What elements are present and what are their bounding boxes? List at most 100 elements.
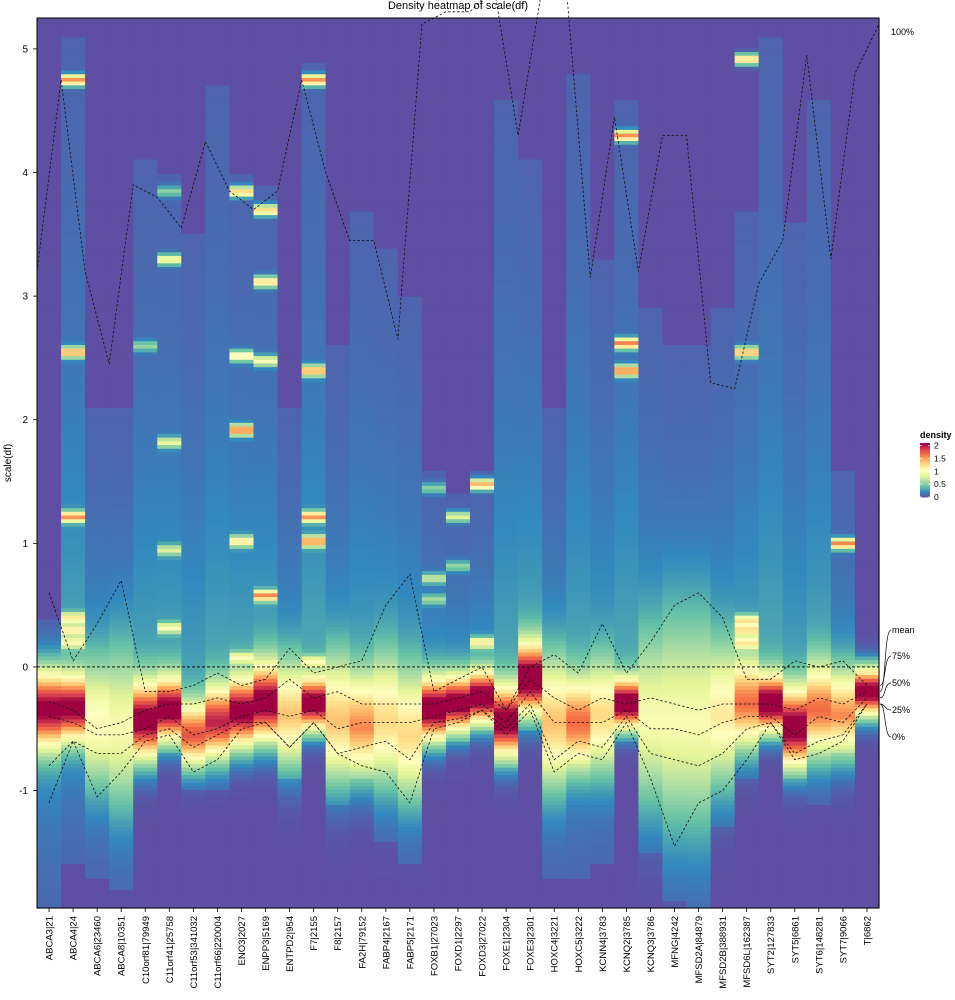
density-cell [349,114,375,119]
density-cell [61,770,86,776]
density-cell [397,596,423,601]
density-cell [85,485,110,490]
density-cell [157,811,182,816]
density-cell [229,333,255,338]
density-cell [325,589,351,594]
density-cell [494,607,519,612]
density-cell [445,81,471,86]
density-cell [133,325,158,331]
density-cell [253,600,279,605]
density-cell [301,299,327,305]
density-cell [494,188,519,193]
density-cell [421,859,447,865]
density-cell [157,221,182,227]
density-cell [85,203,110,208]
density-cell [157,225,182,230]
density-cell [397,333,423,338]
density-cell [397,885,423,891]
density-cell [349,229,375,234]
density-cell [229,481,255,486]
density-cell [397,904,423,909]
density-cell [157,348,182,353]
density-cell [109,730,134,735]
density-cell [445,162,471,167]
density-cell [205,155,231,160]
density-cell [229,88,255,93]
density-cell [325,526,351,531]
density-cell [109,392,134,397]
density-cell [85,107,110,112]
density-cell [421,570,447,575]
density-cell [301,158,327,164]
density-cell [470,574,495,579]
density-cell [205,121,231,127]
density-cell [470,129,495,134]
density-cell [157,240,182,245]
density-cell [61,518,86,523]
density-cell [470,715,495,720]
density-cell [37,789,62,794]
density-cell [445,110,471,116]
density-cell [349,566,375,572]
density-cell [133,92,158,97]
density-cell [181,889,206,894]
density-cell [494,811,519,816]
density-cell [109,470,134,475]
density-cell [109,503,134,509]
density-cell [157,622,182,627]
density-cell [349,95,375,101]
density-cell [277,259,303,264]
density-cell [253,804,279,809]
density-cell [85,285,110,290]
density-cell [494,43,519,49]
density-cell [470,140,495,145]
density-cell [301,514,327,520]
density-cell [349,459,375,464]
density-cell [397,329,423,334]
density-cell [109,344,134,349]
density-cell [253,51,279,56]
density-cell [157,251,182,256]
density-cell [470,722,495,727]
density-cell [518,314,543,319]
density-cell [37,325,62,331]
density-cell [61,299,86,305]
density-cell [157,440,182,446]
density-cell [157,47,182,52]
density-cell [85,678,110,683]
density-cell [301,355,327,360]
density-cell [373,370,399,375]
density-cell [445,158,471,164]
density-cell [445,577,471,583]
density-cell [181,622,206,627]
density-cell [373,837,399,842]
density-cell [253,47,279,52]
density-cell [37,752,62,757]
density-cell [85,537,110,542]
density-cell [373,685,399,690]
density-cell [253,470,279,475]
density-cell [518,574,543,579]
density-cell [518,348,543,353]
density-cell [157,184,182,190]
density-cell [518,815,543,820]
density-cell [205,596,231,601]
density-cell [301,221,327,227]
density-cell [37,418,62,423]
density-cell [470,399,495,405]
density-cell [277,110,303,116]
density-cell [325,548,351,553]
density-cell [445,236,471,242]
density-cell [373,88,399,93]
density-cell [301,303,327,308]
heatmap-column-8 [205,18,231,909]
density-cell [421,715,447,720]
density-cell [229,255,255,260]
density-cell [373,132,399,138]
density-cell [253,581,279,586]
density-cell [61,25,86,30]
density-cell [85,696,110,701]
density-cell [421,800,447,805]
density-cell [133,737,158,742]
density-cell [373,737,399,742]
